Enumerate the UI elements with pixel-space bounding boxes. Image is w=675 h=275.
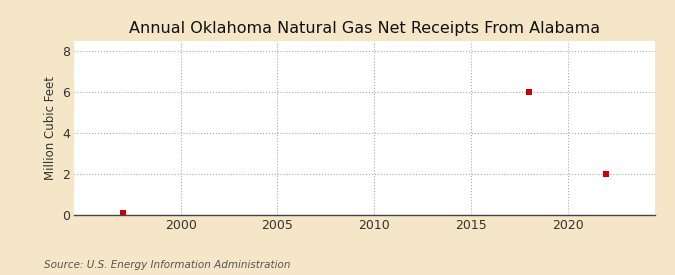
- Text: Source: U.S. Energy Information Administration: Source: U.S. Energy Information Administ…: [44, 260, 290, 270]
- Title: Annual Oklahoma Natural Gas Net Receipts From Alabama: Annual Oklahoma Natural Gas Net Receipts…: [129, 21, 600, 36]
- Y-axis label: Million Cubic Feet: Million Cubic Feet: [43, 76, 57, 180]
